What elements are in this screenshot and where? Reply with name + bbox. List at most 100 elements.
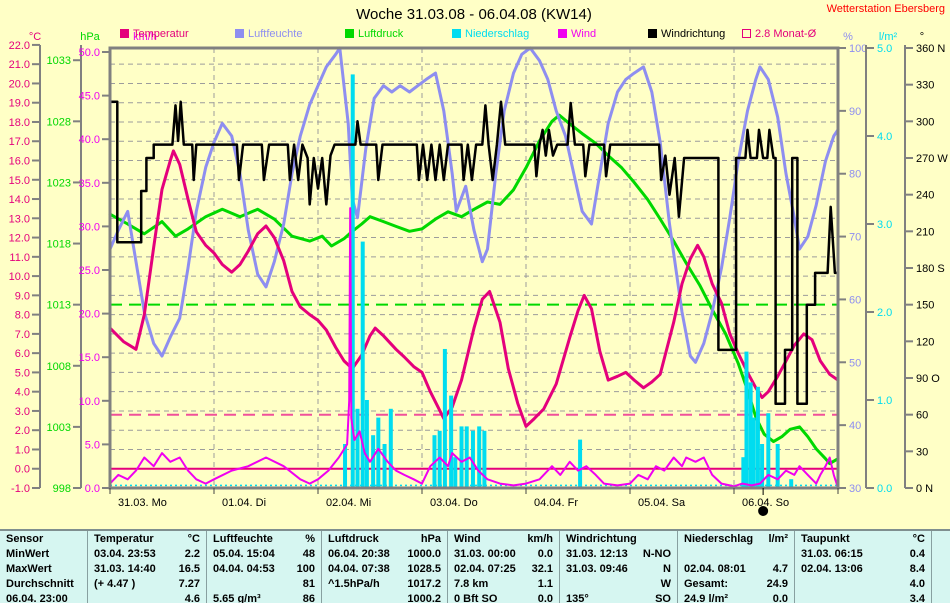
day-label: 02.04. Mi [326,497,371,509]
table-header-cell: Luftfeuchte% [207,531,322,547]
legend-item: Luftfeuchte [235,28,302,40]
cell-value: 8.4 [909,563,925,575]
cell-datetime [560,577,661,592]
cell-datetime: 7.8 km [454,578,489,590]
page-title: Woche 31.03.08 - 06.04.08 (KW14) [356,6,592,23]
axis-tick-label: 15.0 [79,352,100,364]
axis-tick-label: 210 [916,226,934,238]
cell-datetime: 0 Bft SO [454,593,498,603]
column-header: Luftdruck [328,533,379,545]
cell-datetime: 24.9 l/m² [684,593,729,603]
table-filler [932,592,950,603]
column-header: Taupunkt [801,533,850,545]
cell-value [788,547,794,562]
axis-tick-label: 12.0 [9,233,30,245]
pressure-axis [73,45,82,489]
axis-tick-label: 10.0 [9,271,30,283]
table-cell: Gesamt: 24.9 [678,577,795,592]
table-filler [932,547,950,562]
cell-value: 1000.0 [407,548,441,560]
table-filler [932,562,950,577]
axis-tick-label: 2.0 [877,307,892,319]
axis-tick-label: -1.0 [11,483,30,495]
table-cell: 05.04. 15:04 48 [207,547,322,562]
table-header-cell: Niederschlag l/m² [678,531,795,547]
legend-item: Niederschlag [452,28,529,40]
cell-value: N-NO [642,548,671,560]
table-header-cell: Luftdruck hPa [322,531,448,547]
axis-tick-label: 2.0 [15,425,30,437]
axis-tick-label: 70 [849,232,861,244]
axis-tick-label: 30.0 [79,221,100,233]
cell-datetime: 31.03. 12:13 [566,548,628,560]
cell-value: N [663,563,671,575]
cell-datetime: 31.03. 14:40 [94,563,156,575]
axis-tick-label: 1.0 [877,395,892,407]
axis-tick-label: 50.0 [79,47,100,59]
row-label: MaxWert [6,563,52,575]
table-row-label-cell: Durchschnitt [0,577,88,592]
cell-value: 24.9 [766,578,788,590]
temperatur-line [108,149,840,428]
axis-tick-label: 5.0 [877,43,892,55]
cell-value: 4.0 [909,578,925,590]
axis-unit-label: % [843,31,853,43]
x-axis [109,488,839,516]
legend-label: Niederschlag [465,28,530,40]
cell-value: 86 [302,593,315,603]
column-unit: hPa [420,533,441,545]
table-cell [678,547,795,562]
axis-tick-label: 1023 [47,177,71,189]
axis-tick-label: 4.0 [877,131,892,143]
column-header: Niederschlag [684,533,754,545]
table-row-label-cell: 06.04. 23:00 [0,592,88,603]
cell-datetime [88,592,185,603]
cell-datetime: ^1.5hPa/h [328,578,380,590]
axis-tick-label: 30 [849,483,861,495]
legend-label: Temperatur [133,28,189,40]
axis-tick-label: 90 [849,106,861,118]
table-cell: 04.04. 07:38 1028.5 [322,562,448,577]
axis-tick-label: 3.0 [877,219,892,231]
table-cell: 24.9 l/m² 0.0 [678,592,795,603]
table-cell: W [560,577,678,592]
cell-datetime: 05.04. 15:04 [213,548,275,560]
table-header-cell: Windrichtung [560,531,678,547]
axis-tick-label: 80 [849,169,861,181]
cell-datetime: Gesamt: [684,578,729,590]
table-cell: 81 [207,577,322,592]
statistics-table: Sensor Temperatur °C Luftfeuchte% Luftdruck h… [0,529,950,603]
table-header-cell: Taupunkt °C [795,531,932,547]
axis-tick-label: 15.0 [9,175,30,187]
wind-axis [102,51,110,489]
day-label: 05.04. Sa [638,497,686,509]
chart-legend: Temperatur Luftfeuchte Luftdruck Niederschl… [0,28,950,44]
column-unit [81,531,87,547]
table-row: 06.04. 23:00 4.6 5.65 g/m³ 86 1000.2 0 Bft SO… [0,592,950,603]
table-cell: 31.03. 14:40 16.5 [88,562,207,577]
axis-tick-label: 14.0 [9,194,30,206]
axis-tick-label: 19.0 [9,98,30,110]
cell-datetime: 02.04. 08:01 [684,563,746,575]
windrichtung-line [108,100,840,405]
cell-value: SO [655,593,671,603]
cell-value: 1028.5 [407,563,441,575]
station-name: Wetterstation Ebersberg [826,3,945,15]
axis-tick-label: 0 N [916,483,933,495]
table-cell: 4.0 [795,577,932,592]
table-cell: 31.03. 09:46 N [560,562,678,577]
axis-tick-label: 40.0 [79,134,100,146]
cell-value: 32.1 [531,563,553,575]
axis-tick-label: 1.0 [15,444,30,456]
axis-unit-label: ° [920,31,924,43]
table-cell: 06.04. 20:38 1000.0 [322,547,448,562]
axis-tick-label: 1033 [47,55,71,67]
table-cell: 4.6 [88,592,207,603]
axis-tick-label: 5.0 [85,439,100,451]
cell-value: 4.7 [772,563,788,575]
axis-tick-label: 20.0 [9,78,30,90]
legend-item: 2.8 Monat-Ø [742,28,816,40]
axis-tick-label: 21.0 [9,59,30,71]
cell-value: 1.1 [537,578,553,590]
axis-tick-label: 998 [53,483,71,495]
